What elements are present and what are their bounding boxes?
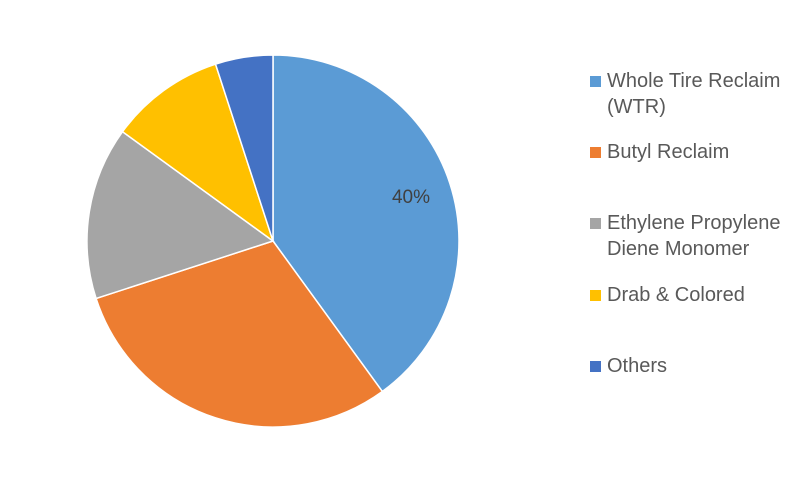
pie-slice-others	[214, 54, 274, 242]
legend-label: Drab & Colored	[607, 284, 745, 306]
pie-slice-drab-and-colored	[121, 63, 275, 243]
legend-swatch	[590, 76, 601, 87]
data-label-whole-tire-reclaim: 40%	[392, 187, 430, 208]
legend-swatch	[590, 147, 601, 158]
legend-item-others: Others	[590, 353, 797, 379]
legend-label: Ethylene Propylene Diene Monomer	[607, 212, 781, 260]
legend-item-butyl-reclaim: Butyl Reclaim	[590, 139, 797, 165]
pie-slice-butyl-reclaim	[95, 240, 384, 428]
legend-item-drab-and-colored: Drab & Colored	[590, 282, 797, 308]
pie-slice-ethylene-propylene-diene-monomer	[86, 130, 275, 300]
legend-swatch	[590, 361, 601, 372]
legend-swatch	[590, 218, 601, 229]
legend-label: Whole Tire Reclaim (WTR)	[607, 70, 781, 118]
pie-chart-plot: 40%	[86, 54, 460, 428]
pie-slice-whole-tire-reclaim	[272, 54, 460, 393]
legend-item-whole-tire-reclaim: Whole Tire Reclaim (WTR)	[590, 68, 797, 120]
legend-label: Others	[607, 355, 668, 377]
legend-label: Butyl Reclaim	[607, 141, 730, 163]
legend-item-ethylene-propylene-diene-monomer: Ethylene Propylene Diene Monomer	[590, 210, 797, 262]
legend-swatch	[590, 290, 601, 301]
